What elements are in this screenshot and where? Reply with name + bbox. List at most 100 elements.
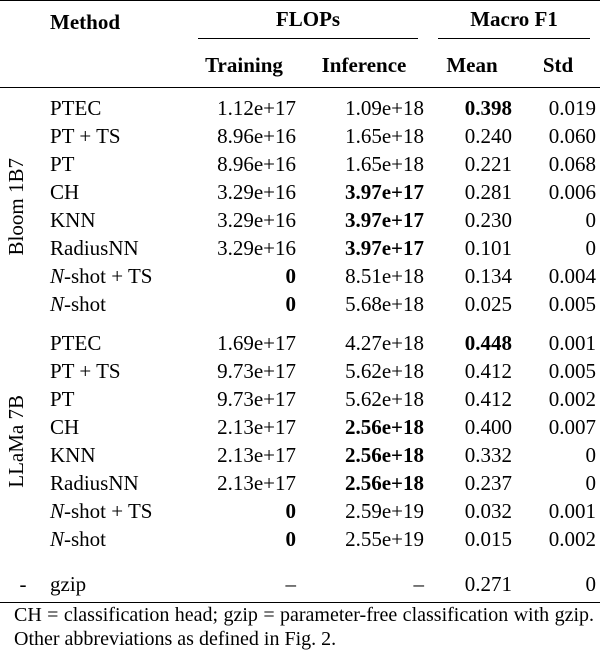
value: 0.007 [548,415,597,439]
method: RadiusNN [50,471,139,495]
value: 5.62e+18 [345,359,425,383]
method: KNN [50,443,96,467]
method: N-shot + TS [50,499,153,523]
value: 9.73e+17 [217,359,296,383]
group-label-cell: Bloom 1B7 [0,95,46,319]
spacer-cell [0,88,600,95]
method-header: Method [50,10,120,35]
value: 0.004 [548,264,597,288]
table-row: KNN 3.29e+16 3.97e+17 0.230 0 [0,207,600,235]
table-row: N-shot 0 2.55e+19 0.015 0.002 [0,526,600,554]
value: 0 [585,471,597,495]
table-row: N-shot 0 5.68e+18 0.025 0.005 [0,291,600,319]
value: 5.68e+18 [345,292,425,316]
results-table: Method FLOPs Macro F1 Training Inference… [0,0,600,603]
method: N-shot [50,292,107,316]
value: 0 [285,292,297,316]
value: 0 [585,571,597,596]
value: 4.27e+18 [345,331,425,355]
value: 0.448 [464,331,513,355]
table-row: PT + TS 9.73e+17 5.62e+18 0.412 0.005 [0,358,600,386]
value: 2.56e+18 [344,443,425,467]
value: 0.230 [464,208,513,232]
table-row: RadiusNN 3.29e+16 3.97e+17 0.101 0 [0,235,600,263]
value: 3.97e+17 [344,236,425,260]
value: 1.65e+18 [345,124,425,148]
spacer [0,88,600,95]
italic-symbol: N [50,292,65,316]
value: 1.65e+18 [345,152,425,176]
value: 1.12e+17 [217,96,296,120]
value: 0.060 [548,124,597,148]
method: N-shot [50,527,107,551]
value: 2.13e+17 [217,443,296,467]
table-row: N-shot + TS 0 8.51e+18 0.134 0.004 [0,263,600,291]
value: 0.019 [548,96,597,120]
value: 0 [585,443,597,467]
italic-symbol: N [50,499,65,523]
value: 3.29e+16 [217,180,296,204]
value: 0.400 [464,415,513,439]
value: 0.002 [548,527,597,551]
group-header: FLOPs [198,7,419,39]
value: 0 [585,236,597,260]
value: 0.412 [464,359,513,383]
value: 1.69e+17 [217,331,296,355]
value: 0.001 [548,331,597,355]
value: 2.13e+17 [217,415,296,439]
value: 0 [585,208,597,232]
method: N-shot + TS [50,264,153,288]
value: 0.002 [548,387,597,411]
table-row: PT 8.96e+16 1.65e+18 0.221 0.068 [0,151,600,179]
method: RadiusNN [50,236,139,260]
table-row: LLaMa 7B PTEC 1.69e+17 4.27e+18 0.448 0.001 [0,330,600,488]
value: 3.97e+17 [344,180,425,204]
value: 0.281 [464,180,513,204]
table-row: PT + TS 8.96e+16 1.65e+18 0.240 0.060 [0,123,600,151]
column-header: Training [205,53,283,78]
table-row: RadiusNN 2.13e+17 2.56e+18 0.237 0 [0,470,600,498]
group-header: Macro F1 [438,7,591,39]
value: 0.001 [548,499,597,523]
value: 0.398 [464,96,513,120]
method: PTEC [50,96,102,120]
value: 0.068 [548,152,597,176]
value: 0.237 [464,471,513,495]
italic-symbol: N [50,264,65,288]
spacer [0,319,600,330]
spacer-cell [0,554,600,567]
value: 0.412 [464,387,513,411]
caption: CH = classification head; gzip = paramet… [14,604,594,650]
spacer-cell [0,319,600,330]
value: 0.221 [464,152,513,176]
group-label-cell: LLaMa 7B [0,330,46,554]
baseline-row: - gzip – – 0.271 0 [0,567,600,603]
value: 2.55e+19 [345,527,425,551]
italic-symbol: N [50,527,65,551]
value: 0 [285,527,297,551]
value: 0.015 [464,527,513,551]
method: gzip [50,571,87,596]
group-label: LLaMa 7B [4,395,28,488]
value: 8.96e+16 [217,124,296,148]
method: PT [50,152,75,176]
column-header: Mean [446,53,498,78]
value: 0.101 [464,236,513,260]
value: – [413,571,425,596]
value: 0.025 [464,292,513,316]
value: 2.56e+18 [344,415,425,439]
value: 0.005 [548,359,597,383]
method: PT + TS [50,124,121,148]
table-row: CH 3.29e+16 3.97e+17 0.281 0.006 [0,179,600,207]
value: 2.13e+17 [217,471,296,495]
value: 0.134 [464,264,513,288]
method: CH [50,415,80,439]
value: 0.006 [548,180,597,204]
value: 5.62e+18 [345,387,425,411]
value: 0 [285,264,297,288]
column-header: Std [542,53,574,78]
value: 9.73e+17 [217,387,296,411]
method: PTEC [50,331,102,355]
method: PT + TS [50,359,121,383]
value: – [285,571,297,596]
